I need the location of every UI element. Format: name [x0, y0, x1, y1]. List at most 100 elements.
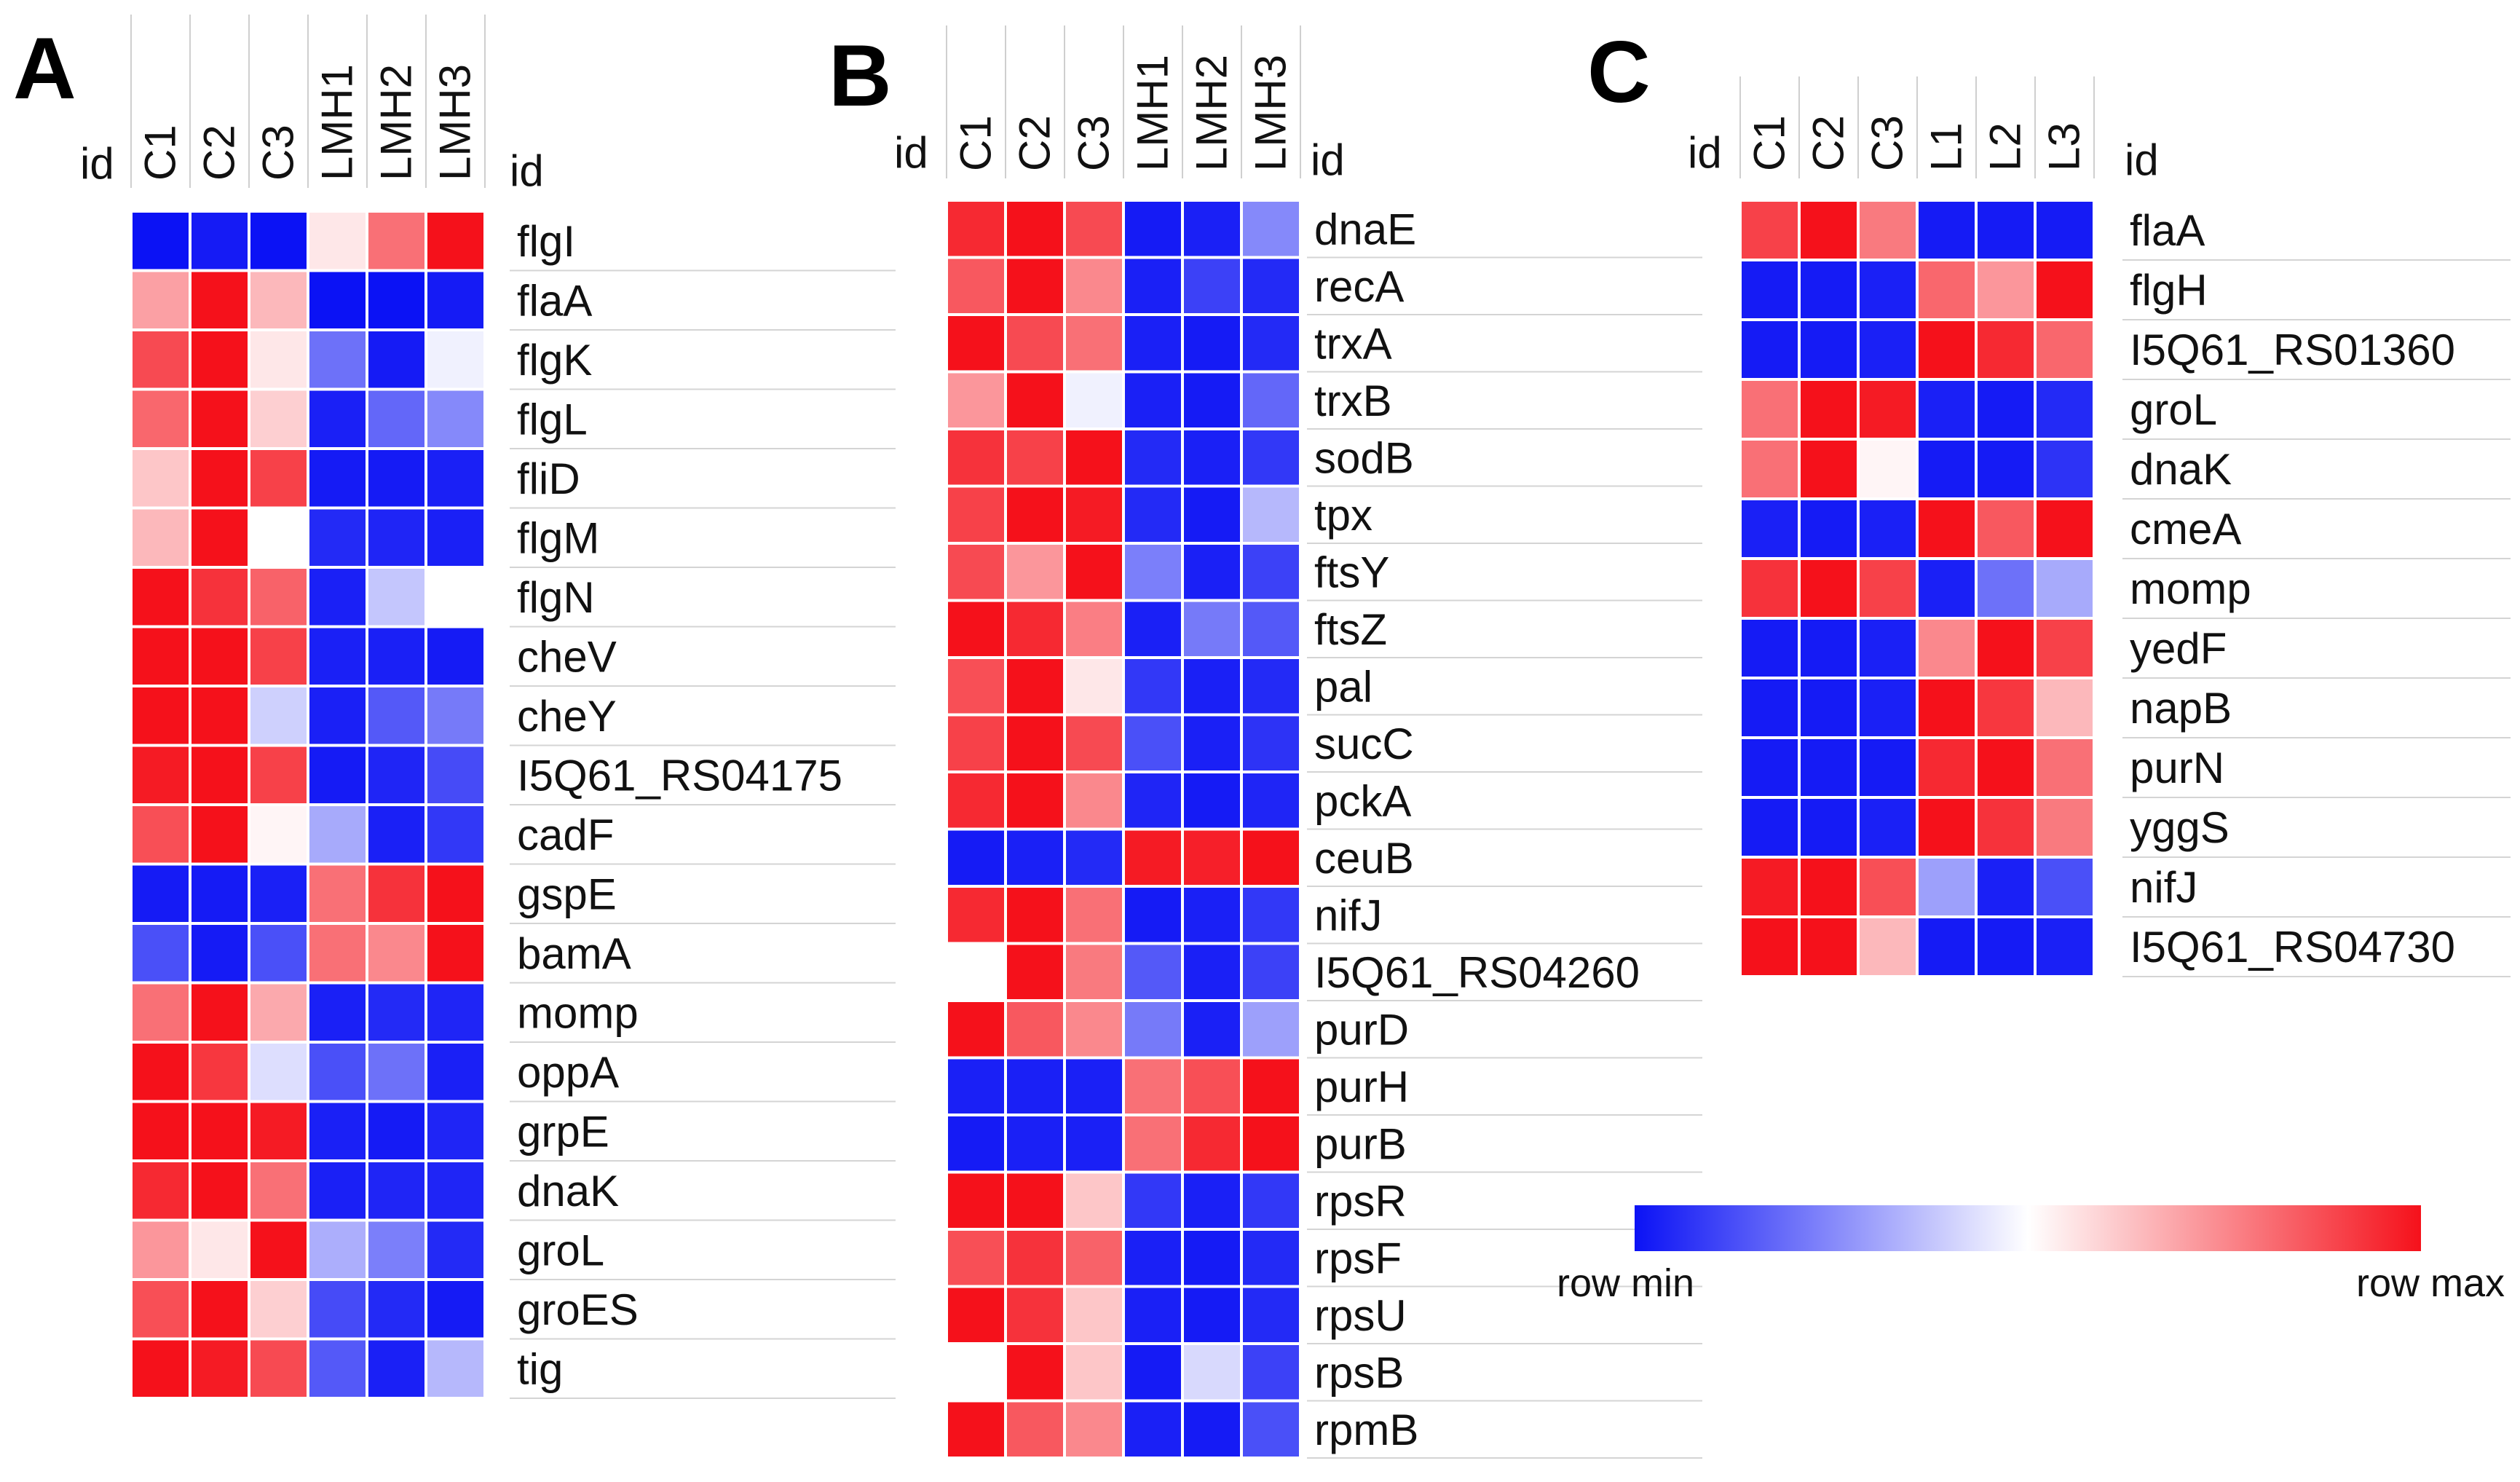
- panel-a-cell: [366, 269, 427, 331]
- panel-b-id-left-header: id: [894, 128, 928, 177]
- panel-b-cell: [945, 427, 1007, 488]
- panel-c-cell: [1975, 497, 2037, 560]
- panel-b-cell: [1063, 713, 1125, 773]
- panel-a-cell: [189, 803, 250, 866]
- panel-a-cell: [130, 387, 191, 450]
- panel-a-gene-label: bamA: [517, 929, 631, 978]
- panel-b-gene-label: rpsB: [1314, 1348, 1404, 1397]
- panel-c-column-label: C2: [1804, 115, 1853, 171]
- panel-a-cell: [130, 1159, 191, 1222]
- panel-a-cell: [424, 1218, 486, 1281]
- panel-a-gene-label: dnaK: [517, 1167, 619, 1215]
- panel-a-gene-label: flgM: [517, 513, 599, 562]
- panel-c-cell: [2034, 497, 2096, 560]
- panel-b-cell: [945, 656, 1007, 717]
- panel-b-cell: [1240, 1056, 1302, 1116]
- panel-b-cell: [1122, 827, 1184, 888]
- panel-c-cell: [1739, 736, 1801, 799]
- panel-b-cell: [1004, 885, 1066, 945]
- panel-b-cell: [1122, 313, 1184, 374]
- panel-c-gene-label: nifJ: [2130, 863, 2197, 912]
- panel-a-cell: [307, 566, 368, 628]
- color-legend: row min row max: [1557, 1205, 2505, 1305]
- panel-a-heatmap: C1 C2 C3 LMH1 LMH2 LMH3 flgI flaA flgK flgL fliD fl…: [130, 15, 896, 1400]
- panel-a-cell: [307, 1278, 368, 1341]
- panel-c-cell: [1857, 497, 1919, 560]
- panel-b-gene-label: rpmB: [1314, 1406, 1418, 1454]
- panel-a-cell: [366, 328, 427, 391]
- panel-c-cell: [1916, 557, 1978, 620]
- panel-b-cell: [1181, 827, 1243, 888]
- panel-a-cell: [424, 1159, 486, 1222]
- panel-a-cell: [130, 1041, 191, 1103]
- panel-a-cell: [424, 566, 486, 628]
- panel-b-cell: [1004, 770, 1066, 831]
- panel-a-cell: [307, 1159, 368, 1222]
- panel-a-cell: [366, 1041, 427, 1103]
- panel-a-cell: [366, 1100, 427, 1162]
- panel-c-gene-label: cmeA: [2130, 505, 2241, 553]
- panel-a-cell: [130, 981, 191, 1044]
- panel-a-cell: [366, 210, 427, 272]
- panel-c-cell: [1739, 796, 1801, 859]
- panel-a-cell: [248, 685, 309, 747]
- panel-a-cell: [130, 1278, 191, 1341]
- panel-a-cell: [248, 1041, 309, 1103]
- panel-b-cell: [1122, 1170, 1184, 1231]
- panel-c-cell: [1975, 318, 2037, 381]
- panel-a-cell: [248, 1218, 309, 1281]
- panel-b-cell: [1181, 599, 1243, 659]
- panel-b-cell: [1063, 256, 1125, 316]
- panel-c-cell: [2034, 856, 2096, 918]
- panel-b-cell: [1122, 427, 1184, 488]
- panel-b-cell: [1181, 1342, 1243, 1403]
- panel-c-cell: [1857, 915, 1919, 978]
- panel-b-cell: [945, 1114, 1007, 1174]
- panel-c-gene-label: I5Q61_RS04730: [2130, 923, 2455, 971]
- panel-a-gene-label: fliD: [517, 454, 580, 503]
- panel-c-cell: [1857, 736, 1919, 799]
- panel-b-cell: [1063, 427, 1125, 488]
- panel-c-cell: [1975, 259, 2037, 321]
- panel-b-gene-label: dnaE: [1314, 205, 1416, 253]
- panel-b-gene-label: ceuB: [1314, 834, 1414, 883]
- panel-b-cell: [945, 1399, 1007, 1459]
- panel-c-heatmap: C1 C2 C3 L1 L2 L3 flaA flgH I5Q61_RS01360 groL dna…: [1739, 76, 2511, 978]
- panel-c-gene-label: yedF: [2130, 624, 2227, 673]
- panel-c-cell: [1916, 677, 1978, 739]
- panel-b-cell: [1181, 370, 1243, 430]
- panel-b-gene-label: trxA: [1314, 319, 1392, 368]
- panel-a-gene-label: momp: [517, 988, 639, 1037]
- panel-b-cell: [1004, 1399, 1066, 1459]
- panel-b-cell: [945, 885, 1007, 945]
- panel-a-cell: [248, 506, 309, 569]
- panel-a-cell: [366, 981, 427, 1044]
- panel-c-cell: [1916, 796, 1978, 859]
- panel-b-gene-label: pal: [1314, 662, 1372, 711]
- panel-b-cell: [1063, 1342, 1125, 1403]
- panel-b-cell: [945, 770, 1007, 831]
- panel-c-cell: [2034, 915, 2096, 978]
- panel-b-cell: [1004, 542, 1066, 602]
- panel-a-cell: [307, 210, 368, 272]
- panel-b-cell: [1063, 1228, 1125, 1288]
- panel-a-cell: [307, 1100, 368, 1162]
- panel-b-gene-label: sucC: [1314, 720, 1414, 768]
- panel-b-cell: [945, 1170, 1007, 1231]
- panel-b-column-label: LMH2: [1188, 55, 1236, 171]
- panel-b-cell: [1240, 1399, 1302, 1459]
- panel-a-cell: [189, 1041, 250, 1103]
- panel-c-cell: [1975, 677, 2037, 739]
- panel-b-cell: [1181, 256, 1243, 316]
- panel-b-cell: [1004, 256, 1066, 316]
- panel-b-cell: [1063, 484, 1125, 545]
- panel-a-cell: [424, 447, 486, 510]
- panel-a-cell: [189, 328, 250, 391]
- panel-a-cell: [189, 625, 250, 687]
- panel-b-cell: [1122, 885, 1184, 945]
- panel-c-gene-label: groL: [2130, 385, 2217, 434]
- panel-b-gene-label: tpx: [1314, 491, 1372, 540]
- panel-c-cell: [1975, 438, 2037, 500]
- panel-a-cell: [248, 387, 309, 450]
- panel-c-cell: [1739, 915, 1801, 978]
